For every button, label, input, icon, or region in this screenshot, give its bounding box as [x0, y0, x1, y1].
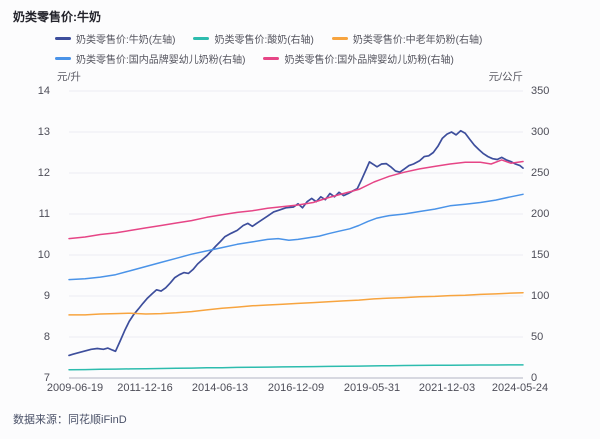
- left-axis-tick: 10: [37, 249, 50, 261]
- chart-title: 奶类零售价:牛奶: [13, 10, 101, 24]
- legend-item-label: 奶类零售价:中老年奶粉(右轴): [352, 35, 483, 46]
- right-axis-tick: 350: [531, 85, 550, 97]
- legend-row-1: 奶类零售价:牛奶(左轴) 奶类零售价:酸奶(右轴) 奶类零售价:中老年奶粉(右轴…: [55, 31, 575, 46]
- data-source-label: 数据来源：同花顺iFinD: [13, 414, 127, 426]
- left-axis: 14 13 12 11 10 9 8 7: [14, 0, 50, 439]
- left-axis-tick: 8: [43, 331, 50, 343]
- legend-item-label: 奶类零售价:酸奶(右轴): [214, 35, 314, 46]
- legend-item-label: 奶类零售价:国内品牌婴幼儿奶粉(右轴): [76, 55, 246, 66]
- series-line-1: [68, 364, 524, 371]
- left-axis-tick: 14: [37, 85, 50, 97]
- series-line-0: [68, 129, 524, 357]
- legend-line-marker-icon: [263, 57, 280, 60]
- legend-line-marker-icon: [55, 57, 71, 60]
- legend-item-milk[interactable]: 奶类零售价:牛奶(左轴): [55, 31, 175, 46]
- right-axis-unit-label: 元/公斤: [488, 71, 523, 83]
- left-axis-tick: 12: [37, 167, 50, 179]
- right-axis-tick: 150: [531, 249, 550, 261]
- series-line-4: [68, 159, 524, 240]
- legend-item-domestic-infant-formula[interactable]: 奶类零售价:国内品牌婴幼儿奶粉(右轴): [55, 51, 245, 66]
- right-axis-tick: 300: [531, 126, 550, 138]
- right-axis-tick: 50: [531, 331, 544, 343]
- left-axis-tick: 7: [43, 372, 50, 384]
- legend-line-marker-icon: [331, 37, 348, 40]
- series-line-3: [68, 193, 524, 281]
- left-axis-tick: 13: [37, 126, 50, 138]
- legend-line-marker-icon: [193, 37, 210, 40]
- right-axis: 350 300 250 200 150 100 50 0: [531, 0, 571, 439]
- right-axis-tick: 100: [531, 290, 550, 302]
- series-line-2: [68, 291, 524, 316]
- right-axis-tick: 250: [531, 167, 550, 179]
- right-axis-tick: 0: [531, 372, 538, 384]
- legend-item-middle-aged-milk-powder[interactable]: 奶类零售价:中老年奶粉(右轴): [331, 31, 483, 46]
- right-axis-tick: 200: [531, 208, 550, 220]
- legend-line-marker-icon: [55, 37, 71, 40]
- legend-item-yogurt[interactable]: 奶类零售价:酸奶(右轴): [193, 31, 314, 46]
- legend-row-2: 奶类零售价:国内品牌婴幼儿奶粉(右轴) 奶类零售价:国外品牌婴幼儿奶粉(右轴): [55, 51, 575, 66]
- left-axis-tick: 9: [43, 290, 50, 302]
- legend-item-label: 奶类零售价:国外品牌婴幼儿奶粉(右轴): [284, 55, 454, 66]
- legend: 奶类零售价:牛奶(左轴) 奶类零售价:酸奶(右轴) 奶类零售价:中老年奶粉(右轴…: [55, 31, 575, 71]
- left-axis-unit-label: 元/升: [57, 71, 81, 83]
- left-axis-tick: 11: [38, 208, 50, 220]
- legend-item-label: 奶类零售价:牛奶(左轴): [76, 35, 176, 46]
- legend-item-foreign-infant-formula[interactable]: 奶类零售价:国外品牌婴幼儿奶粉(右轴): [263, 51, 454, 66]
